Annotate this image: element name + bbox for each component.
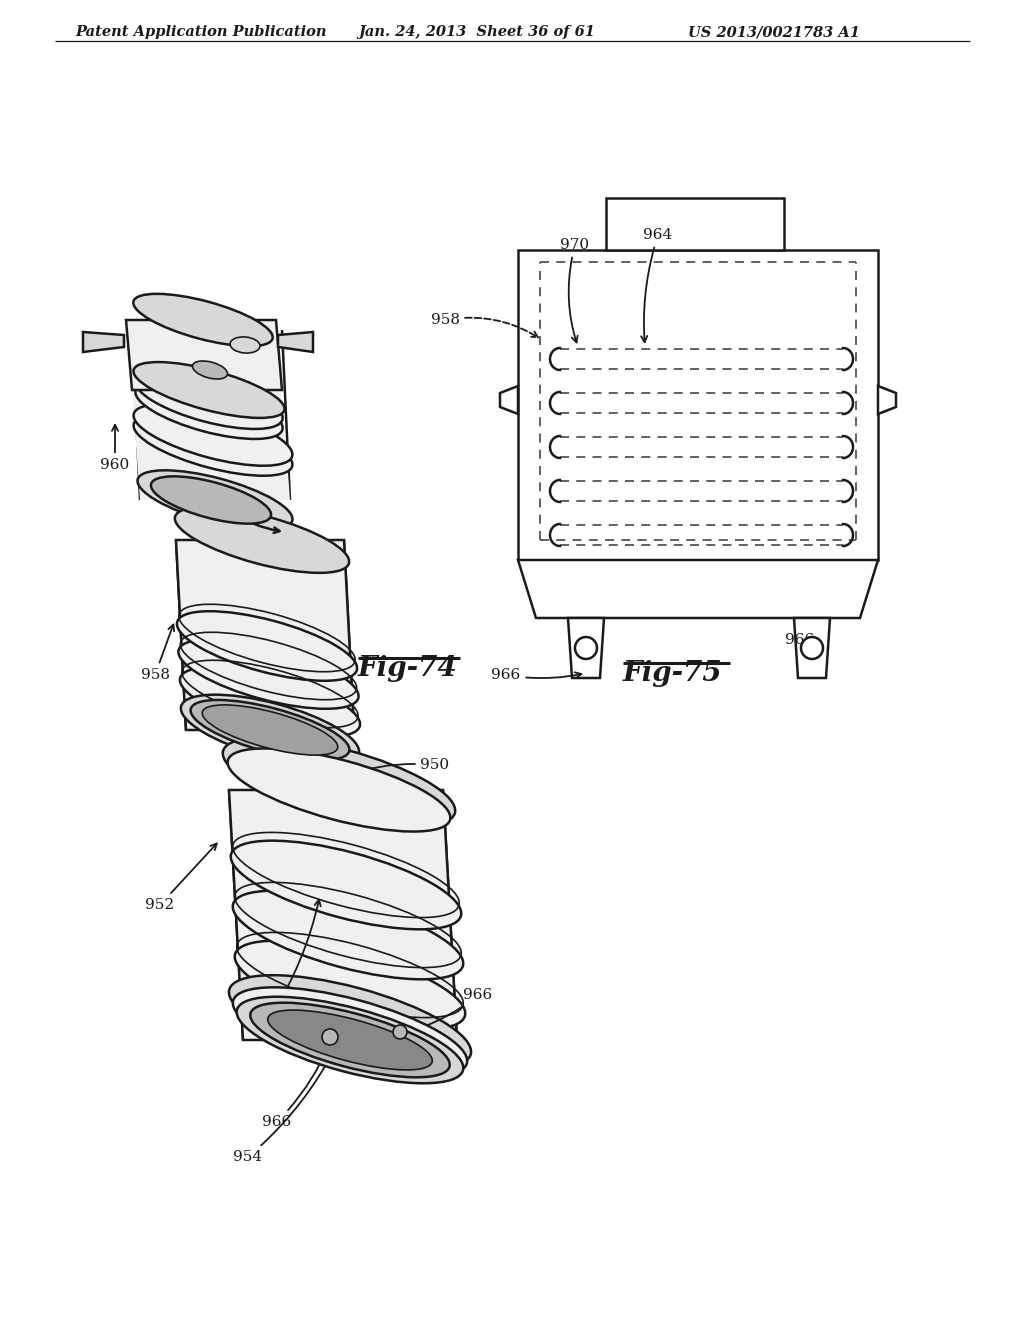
Text: 954: 954 <box>233 1052 333 1164</box>
Text: US 2013/0021783 A1: US 2013/0021783 A1 <box>688 25 860 40</box>
Ellipse shape <box>178 639 358 709</box>
Polygon shape <box>500 385 518 414</box>
Text: 966: 966 <box>262 1047 329 1129</box>
Polygon shape <box>126 319 282 389</box>
Ellipse shape <box>229 975 471 1069</box>
Ellipse shape <box>230 841 461 929</box>
Polygon shape <box>794 618 830 678</box>
Text: Fig-75: Fig-75 <box>623 660 723 686</box>
Ellipse shape <box>230 337 260 352</box>
Ellipse shape <box>190 700 349 760</box>
Polygon shape <box>568 618 604 678</box>
Text: 958: 958 <box>430 313 538 338</box>
Ellipse shape <box>135 381 283 440</box>
Text: 966: 966 <box>785 634 821 647</box>
Ellipse shape <box>181 694 359 766</box>
Text: 966: 966 <box>413 987 493 1032</box>
Ellipse shape <box>250 1003 450 1077</box>
Text: 958: 958 <box>140 624 174 682</box>
Ellipse shape <box>237 997 463 1084</box>
Polygon shape <box>518 560 878 618</box>
Ellipse shape <box>133 404 293 466</box>
Ellipse shape <box>133 362 285 418</box>
Circle shape <box>322 1030 338 1045</box>
Text: 956: 956 <box>249 900 321 1035</box>
Ellipse shape <box>193 360 227 379</box>
Polygon shape <box>278 333 313 352</box>
Ellipse shape <box>232 987 467 1077</box>
Ellipse shape <box>133 294 272 346</box>
Ellipse shape <box>151 477 271 524</box>
Ellipse shape <box>180 667 360 737</box>
Ellipse shape <box>223 738 456 826</box>
Text: Fig-74: Fig-74 <box>358 655 458 682</box>
Ellipse shape <box>137 470 293 529</box>
Text: 964: 964 <box>641 228 673 342</box>
Ellipse shape <box>227 748 451 832</box>
Text: 970: 970 <box>560 238 590 342</box>
Text: Jan. 24, 2013  Sheet 36 of 61: Jan. 24, 2013 Sheet 36 of 61 <box>358 25 595 40</box>
Text: 966: 966 <box>492 668 582 682</box>
Circle shape <box>393 1026 407 1039</box>
Polygon shape <box>878 385 896 414</box>
Polygon shape <box>176 540 354 730</box>
Ellipse shape <box>267 1010 432 1071</box>
Polygon shape <box>83 333 124 352</box>
Polygon shape <box>606 198 784 249</box>
Text: Patent Application Publication: Patent Application Publication <box>75 25 327 40</box>
Ellipse shape <box>177 611 357 681</box>
Polygon shape <box>132 389 290 500</box>
Circle shape <box>575 638 597 659</box>
Text: 950: 950 <box>344 758 450 777</box>
Ellipse shape <box>175 507 349 573</box>
Text: 952: 952 <box>145 843 217 912</box>
Ellipse shape <box>133 414 293 475</box>
Ellipse shape <box>232 891 463 979</box>
Circle shape <box>801 638 823 659</box>
Polygon shape <box>518 249 878 560</box>
Polygon shape <box>229 789 457 1040</box>
Ellipse shape <box>202 705 338 755</box>
Text: 960: 960 <box>100 425 130 473</box>
Ellipse shape <box>135 371 283 429</box>
Ellipse shape <box>234 941 465 1030</box>
